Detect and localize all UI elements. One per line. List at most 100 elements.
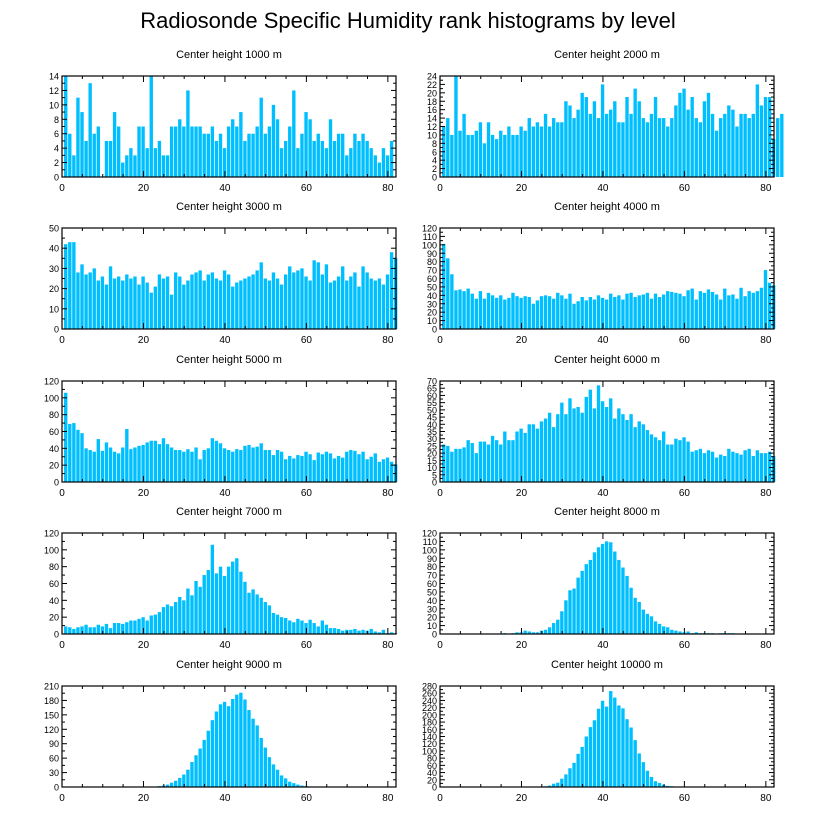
histogram-bar <box>735 126 739 177</box>
histogram-bar <box>531 303 536 329</box>
histogram-bar <box>157 444 162 483</box>
histogram-bar <box>625 97 629 177</box>
histogram-bar <box>133 620 137 634</box>
histogram-bar <box>320 274 325 329</box>
histogram-bar <box>494 139 499 178</box>
histogram-bar <box>112 278 117 329</box>
x-tick-label: 20 <box>516 793 528 804</box>
histogram-bar <box>596 118 601 177</box>
y-tick-label: 220 <box>422 703 437 713</box>
histogram-bar <box>361 266 365 329</box>
histogram-bar <box>320 454 325 482</box>
histogram-bar <box>214 278 219 329</box>
histogram-bar <box>592 101 597 177</box>
histogram-bar <box>584 300 588 329</box>
histogram-bar <box>767 97 772 177</box>
y-tick-label: 16 <box>427 105 437 115</box>
histogram-bar <box>511 134 515 177</box>
histogram-bar <box>320 140 325 177</box>
histogram-bar <box>694 118 698 177</box>
histogram-bar <box>482 143 487 177</box>
histogram-bar <box>88 627 92 634</box>
histogram-bar <box>369 278 373 329</box>
histogram-bar <box>308 619 312 634</box>
x-tick-label: 40 <box>597 793 609 804</box>
histogram-bar <box>104 442 109 482</box>
histogram-bar <box>568 293 572 329</box>
histogram-bar <box>698 448 703 482</box>
x-tick-label: 20 <box>138 488 150 499</box>
histogram-bar <box>235 694 239 787</box>
histogram-bar <box>747 448 751 482</box>
x-tick-label: 80 <box>382 183 394 194</box>
histogram-bar <box>747 291 751 330</box>
histogram-bar <box>694 299 698 329</box>
histogram-bar <box>369 628 373 634</box>
histogram-bar <box>194 126 198 177</box>
histogram-bar <box>678 631 682 634</box>
x-tick-label: 60 <box>679 335 691 346</box>
histogram-bar <box>515 632 519 634</box>
histogram-bar <box>547 785 552 787</box>
histogram-bar <box>617 122 621 177</box>
y-tick-label: 5 <box>432 470 437 480</box>
histogram-bar <box>247 133 251 177</box>
histogram-bar <box>377 278 382 329</box>
histogram-bar <box>263 278 267 329</box>
histogram-bar <box>629 587 633 634</box>
histogram-bar <box>385 457 390 482</box>
histogram-bar <box>389 461 394 482</box>
histogram-bar <box>145 620 149 634</box>
histogram-bar <box>682 437 686 482</box>
histogram-bar <box>283 459 288 482</box>
histogram-bar <box>580 570 584 635</box>
histogram-bar <box>653 293 658 329</box>
histogram-bar <box>100 276 105 329</box>
histogram-bar <box>328 453 333 482</box>
histogram-bar <box>247 592 251 634</box>
histogram-bar <box>547 296 552 329</box>
histogram-bar <box>141 126 145 177</box>
histogram-bar <box>222 575 227 634</box>
histogram-bar <box>633 297 637 329</box>
y-tick-label: 2 <box>432 164 437 174</box>
histogram-bar <box>283 618 288 634</box>
panel-title: Center height 8000 m <box>554 506 660 518</box>
histogram-bar <box>714 130 719 177</box>
histogram-bar <box>259 737 263 787</box>
histogram-bar <box>279 617 284 634</box>
histogram-bar <box>68 242 72 329</box>
histogram-bar <box>629 414 633 482</box>
histogram-bar <box>275 614 280 634</box>
x-tick-label: 40 <box>597 488 609 499</box>
y-tick-label: 40 <box>49 596 59 606</box>
histogram-bar <box>637 753 641 787</box>
histogram-bar <box>580 297 584 329</box>
y-tick-label: 100 <box>422 240 437 250</box>
histogram-bar <box>214 711 219 787</box>
histogram-bar <box>609 398 613 482</box>
histogram-bar <box>161 278 166 329</box>
histogram-bar <box>572 408 576 482</box>
histogram-bar <box>112 451 117 482</box>
histogram-bar <box>670 291 674 329</box>
y-tick-label: 0 <box>54 478 59 488</box>
histogram-bar <box>84 140 88 177</box>
histogram-bar <box>349 450 353 482</box>
histogram-bar <box>243 699 247 787</box>
histogram-bar <box>84 274 88 329</box>
histogram-bar <box>312 623 316 634</box>
histogram-bar <box>263 133 267 177</box>
histogram-bar <box>210 272 215 329</box>
histogram-bar <box>169 606 174 634</box>
histogram-bar <box>576 406 580 482</box>
histogram-bar <box>267 126 272 177</box>
histogram-bar <box>271 612 276 634</box>
histogram-bar <box>458 289 462 329</box>
histogram-bar <box>552 623 556 634</box>
x-tick-label: 0 <box>437 488 443 499</box>
histogram-bar <box>182 284 186 329</box>
histogram-bar <box>116 453 121 482</box>
histogram-bar <box>247 444 251 482</box>
histogram-bar <box>100 450 105 482</box>
